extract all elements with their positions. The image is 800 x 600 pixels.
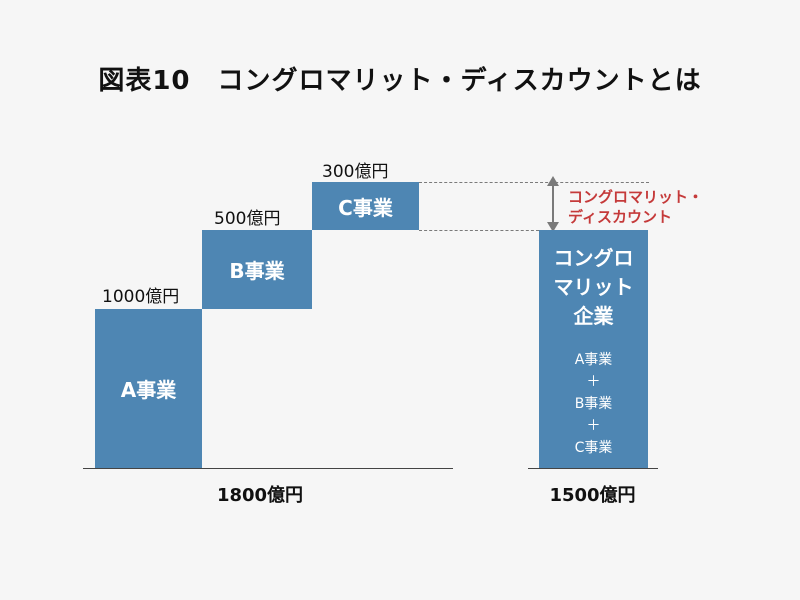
segment-bar-a-label: A事業 xyxy=(120,378,177,402)
conglomerate-part: B事業 xyxy=(574,396,613,412)
discount-label-line2: ディスカウント xyxy=(568,208,672,226)
segment-bar-c-label: C事業 xyxy=(338,195,393,220)
discount-label-line1: コングロマリット・ xyxy=(568,188,704,206)
discount-label: コングロマリット・ ディスカウント xyxy=(568,187,703,227)
baseline-right xyxy=(528,468,658,469)
baseline-left xyxy=(83,468,453,469)
segment-bar-a: A事業 xyxy=(95,309,202,468)
segment-value-b: 500億円 xyxy=(214,209,281,229)
segment-value-a: 1000億円 xyxy=(102,287,180,307)
conglomerate-name: コングロ マリット 企業 xyxy=(554,244,634,331)
conglomerate-parts: A事業 ＋ B事業 ＋ C事業 xyxy=(575,349,613,459)
segment-bar-b-label: B事業 xyxy=(229,259,285,283)
discount-arrow-icon xyxy=(547,176,559,232)
guide-line-top xyxy=(419,182,649,183)
guide-line-bottom xyxy=(419,230,539,231)
conglomerate-total-label: 1500億円 xyxy=(549,485,636,506)
conglomerate-name-line1: コングロ xyxy=(553,246,634,270)
sum-total-label: 1800億円 xyxy=(216,485,304,506)
conglomerate-plus: ＋ xyxy=(586,374,601,390)
segment-value-c: 300億円 xyxy=(322,162,389,182)
conglomerate-name-line3: 企業 xyxy=(573,304,614,328)
conglomerate-plus: ＋ xyxy=(586,418,601,434)
page-title: 図表10 コングロマリット・ディスカウントとは xyxy=(98,66,702,96)
conglomerate-name-line2: マリット xyxy=(553,275,634,299)
segment-bar-b: B事業 xyxy=(202,230,312,309)
segment-bar-c: C事業 xyxy=(312,182,419,230)
conglomerate-part: C事業 xyxy=(574,440,613,456)
conglomerate-bar: コングロ マリット 企業 A事業 ＋ B事業 ＋ C事業 xyxy=(539,230,648,468)
conglomerate-part: A事業 xyxy=(574,352,613,368)
